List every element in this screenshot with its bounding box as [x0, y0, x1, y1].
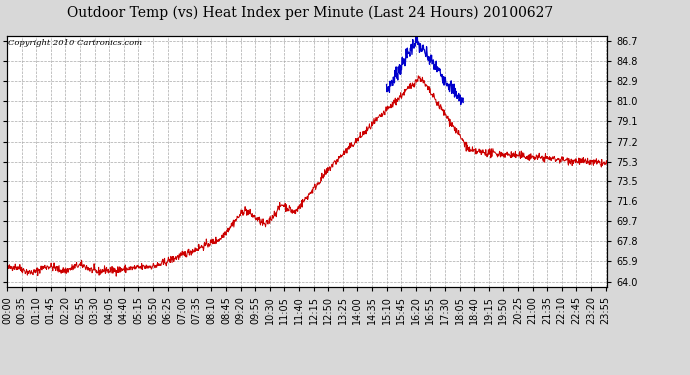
Text: Outdoor Temp (vs) Heat Index per Minute (Last 24 Hours) 20100627: Outdoor Temp (vs) Heat Index per Minute … [68, 6, 553, 20]
Text: Copyright 2010 Cartronics.com: Copyright 2010 Cartronics.com [8, 39, 142, 47]
